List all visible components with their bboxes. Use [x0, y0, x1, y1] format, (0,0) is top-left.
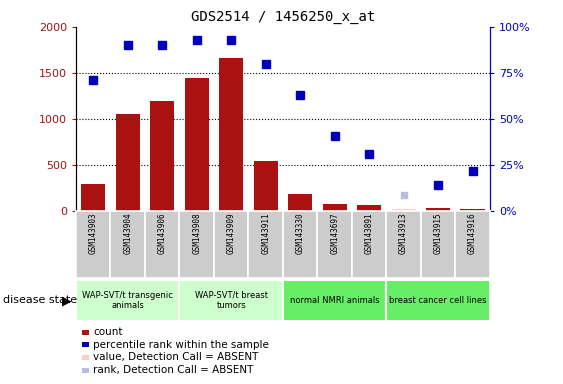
Text: GSM143891: GSM143891 [365, 213, 374, 254]
Text: GSM143903: GSM143903 [89, 213, 98, 254]
Text: GSM143911: GSM143911 [261, 213, 270, 254]
Text: WAP-SVT/t transgenic
animals: WAP-SVT/t transgenic animals [82, 291, 173, 310]
Bar [115, 114, 140, 211]
Text: WAP-SVT/t breast
tumors: WAP-SVT/t breast tumors [195, 291, 267, 310]
Text: GSM143913: GSM143913 [399, 213, 408, 254]
Bar [253, 161, 278, 211]
Text: GSM143916: GSM143916 [468, 213, 477, 254]
Text: normal NMRI animals: normal NMRI animals [290, 296, 379, 305]
Text: ▶: ▶ [62, 294, 72, 307]
Title: GDS2514 / 1456250_x_at: GDS2514 / 1456250_x_at [191, 10, 375, 25]
Text: count: count [93, 327, 123, 337]
Text: breast cancer cell lines: breast cancer cell lines [390, 296, 487, 305]
Text: value, Detection Call = ABSENT: value, Detection Call = ABSENT [93, 352, 259, 362]
Text: GSM143908: GSM143908 [192, 213, 201, 254]
Bar [357, 205, 381, 211]
Bar [288, 194, 312, 211]
Bar [185, 78, 209, 211]
Bar [323, 204, 347, 211]
Text: GSM143904: GSM143904 [123, 213, 132, 254]
Bar [219, 58, 243, 211]
Text: percentile rank within the sample: percentile rank within the sample [93, 339, 269, 349]
Text: rank, Detection Call = ABSENT: rank, Detection Call = ABSENT [93, 365, 254, 375]
Bar [426, 209, 450, 211]
Text: disease state: disease state [3, 295, 77, 306]
Text: GSM143915: GSM143915 [434, 213, 443, 254]
Bar [150, 101, 175, 211]
Text: GSM143909: GSM143909 [227, 213, 236, 254]
Bar [391, 209, 415, 211]
Bar [81, 184, 105, 211]
Text: GSM143330: GSM143330 [296, 213, 305, 254]
Bar [461, 209, 485, 211]
Text: GSM143697: GSM143697 [330, 213, 339, 254]
Text: GSM143906: GSM143906 [158, 213, 167, 254]
